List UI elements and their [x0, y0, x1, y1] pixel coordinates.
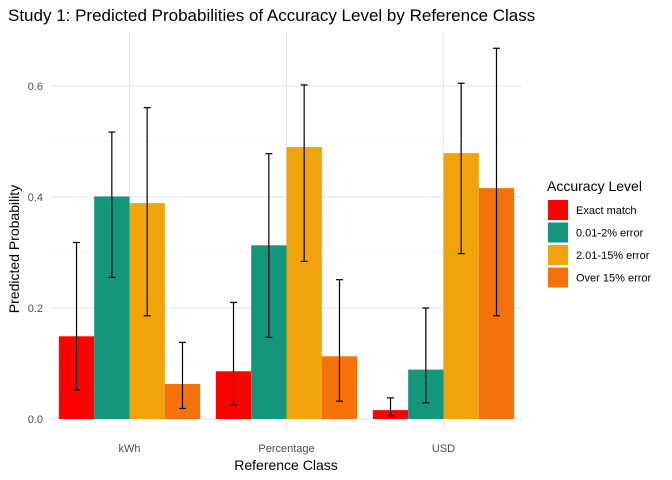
- chart-title: Study 1: Predicted Probabilities of Accu…: [8, 6, 535, 25]
- y-tick-label: 0.0: [28, 414, 43, 426]
- legend-title: Accuracy Level: [547, 178, 642, 194]
- x-tick-label: kWh: [119, 443, 141, 455]
- x-axis-title: Reference Class: [234, 457, 338, 473]
- legend-label: 2.01-15% error: [576, 250, 650, 262]
- legend-swatch: [548, 222, 568, 243]
- y-tick-label: 0.6: [28, 81, 43, 93]
- legend-swatch: [548, 267, 568, 288]
- y-axis-title: Predicted Probability: [6, 185, 22, 313]
- legend-label: 0.01-2% error: [576, 228, 644, 240]
- y-tick-label: 0.4: [28, 192, 43, 204]
- x-tick-label: Percentage: [258, 443, 314, 455]
- y-tick-label: 0.2: [28, 303, 43, 315]
- plot-area: [51, 32, 522, 430]
- legend-swatch: [548, 245, 568, 265]
- legend-label: Over 15% error: [576, 273, 652, 285]
- legend: Accuracy Level Exact match 0.01-2% error 2…: [547, 178, 652, 288]
- x-tick-label: USD: [432, 443, 455, 455]
- bars: [58, 147, 515, 420]
- x-axis-ticks: kWh Percentage USD: [119, 443, 456, 455]
- legend-swatch: [548, 200, 568, 220]
- error-bars: [73, 47, 500, 417]
- y-axis-ticks: 0.0 0.2 0.4 0.6: [28, 81, 43, 426]
- legend-label: Exact match: [576, 205, 637, 217]
